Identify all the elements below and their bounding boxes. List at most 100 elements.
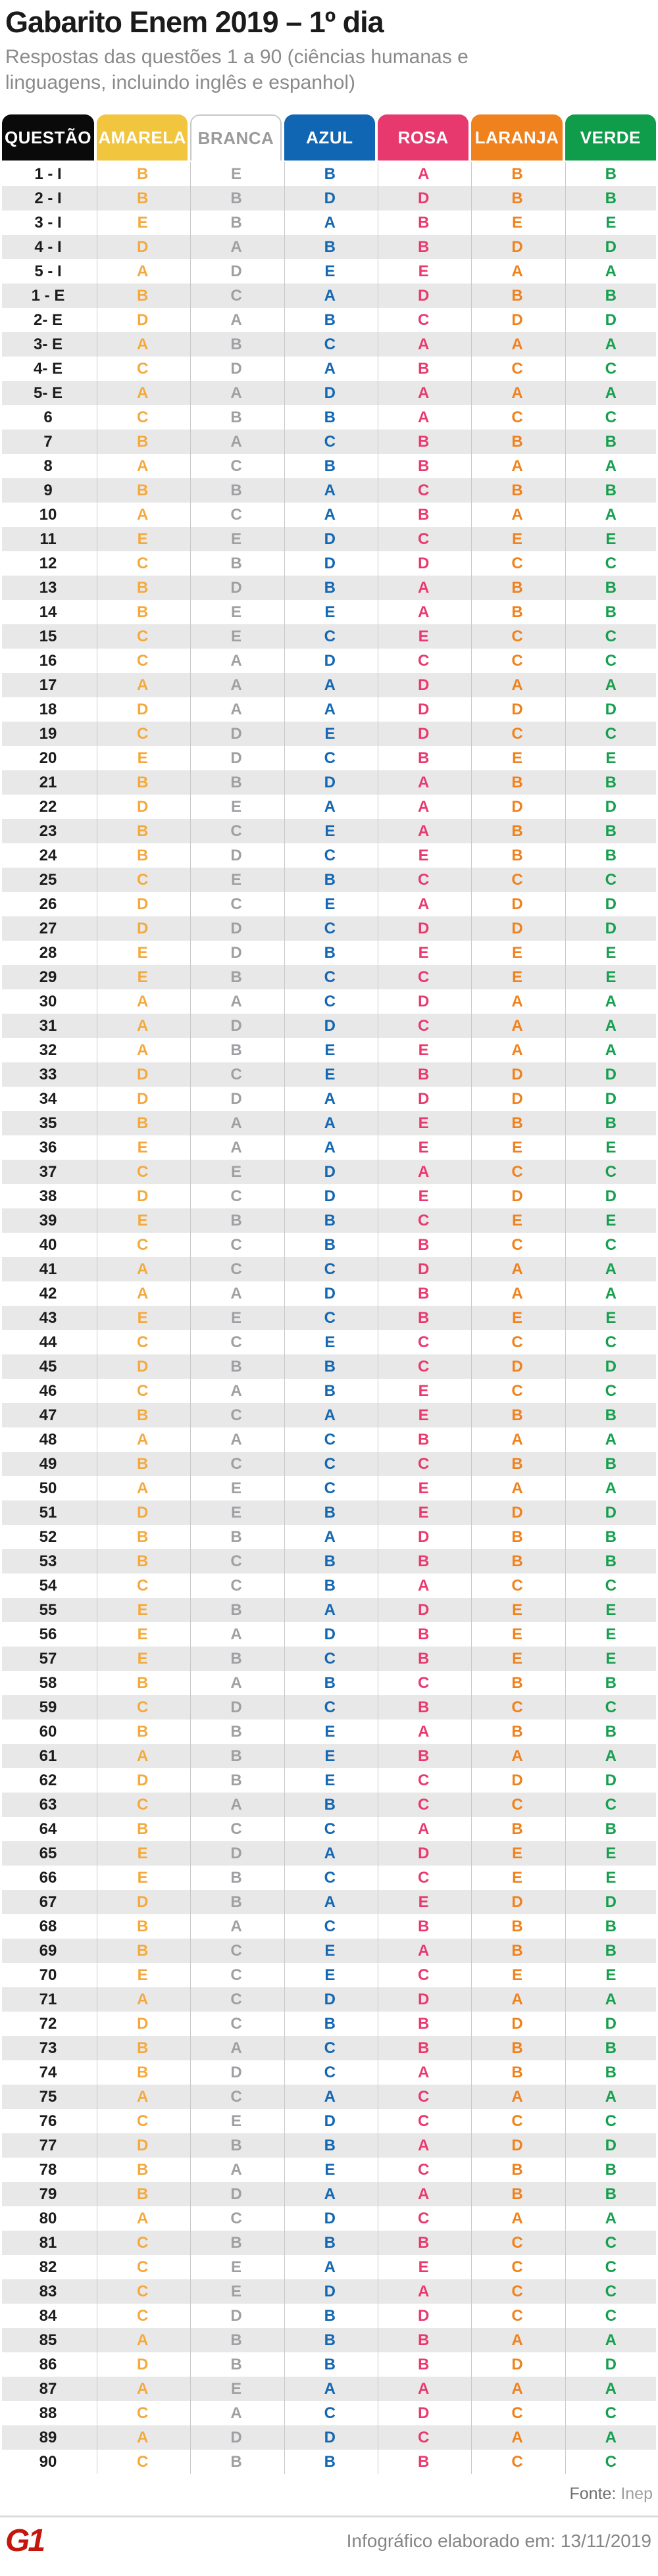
question-cell: 65 (39, 1844, 57, 1862)
answer-cell-azul: B (284, 1500, 375, 1525)
answer-cell-branca: C (190, 819, 281, 844)
question-cell: 46 (39, 1381, 57, 1400)
answer-cell-verde: E (565, 941, 656, 966)
answer-cell-verde: C (565, 1330, 656, 1355)
answer-cell-amarela: A (97, 2377, 188, 2402)
answer-cell-branca: A (190, 1622, 281, 1647)
question-cell: 4 - I (34, 237, 62, 256)
answer-cell-rosa: A (377, 600, 468, 625)
answer-cell-amarela: A (97, 673, 188, 698)
question-cell: 16 (39, 651, 57, 670)
table-row: 74 B D C A B B (2, 2060, 656, 2085)
answer-cell-verde: A (565, 1476, 656, 1501)
answer-cell-amarela: B (97, 576, 188, 601)
answer-cell-laranja: B (471, 819, 562, 844)
answer-cell-rosa: A (377, 1720, 468, 1745)
answer-cell-laranja: D (471, 235, 562, 260)
answer-cell-verde: E (565, 965, 656, 990)
answer-cell-azul: A (284, 284, 375, 309)
answer-cell-laranja: C (471, 357, 562, 382)
answer-cell-azul: B (284, 1233, 375, 1258)
table-row: 32 A B E E A A (2, 1038, 656, 1063)
answer-cell-rosa: B (377, 430, 468, 455)
answer-cell-laranja: B (471, 2036, 562, 2061)
answer-cell-branca: C (190, 1062, 281, 1087)
answer-cell-rosa: B (377, 1062, 468, 1087)
answer-cell-verde: D (565, 892, 656, 917)
answer-cell-azul: B (284, 576, 375, 601)
column-header-azul: AZUL (284, 114, 375, 161)
answer-cell-azul: B (284, 2304, 375, 2329)
answer-cell-branca: D (190, 746, 281, 771)
answer-cell-verde: E (565, 1135, 656, 1160)
table-row: 68 B A C B B B (2, 1914, 656, 1939)
answer-cell-laranja: A (471, 1038, 562, 1063)
answer-cell-branca: D (190, 843, 281, 868)
answer-cell-branca: E (190, 162, 281, 187)
answer-cell-amarela: A (97, 454, 188, 479)
answer-cell-rosa: B (377, 235, 468, 260)
answer-cell-verde: E (565, 1208, 656, 1233)
answer-cell-azul: B (284, 2328, 375, 2353)
answer-cell-azul: C (284, 624, 375, 649)
answer-cell-laranja: A (471, 1744, 562, 1769)
answer-cell-rosa: A (377, 1817, 468, 1842)
answer-cell-laranja: A (471, 1257, 562, 1282)
answer-cell-amarela: C (97, 1160, 188, 1185)
answer-cell-azul: A (284, 2182, 375, 2207)
question-cell: 78 (39, 2160, 57, 2179)
answer-cell-verde: A (565, 259, 656, 284)
answer-cell-verde: D (565, 1890, 656, 1915)
question-cell: 37 (39, 1162, 57, 1181)
answer-cell-rosa: C (377, 1671, 468, 1696)
answer-cell-laranja: E (471, 1622, 562, 1647)
answer-cell-azul: C (284, 916, 375, 941)
table-row: 40 C C B B C C (2, 1233, 656, 1258)
question-cell: 50 (39, 1479, 57, 1497)
answer-cell-laranja: D (471, 916, 562, 941)
table-row: 80 A C D C A A (2, 2206, 656, 2231)
answer-cell-rosa: C (377, 1793, 468, 1818)
answer-cell-verde: C (565, 551, 656, 576)
question-cell: 72 (39, 2014, 57, 2033)
answer-cell-verde: B (565, 1817, 656, 1842)
table-row: 17 A A A D A A (2, 673, 656, 698)
answer-cell-azul: E (284, 259, 375, 284)
answer-cell-laranja: D (471, 1500, 562, 1525)
answer-cell-amarela: B (97, 1403, 188, 1428)
answer-cell-azul: D (284, 1987, 375, 2012)
answer-cell-verde: D (565, 795, 656, 820)
answer-cell-branca: D (190, 576, 281, 601)
answer-cell-branca: A (190, 2158, 281, 2183)
question-cell: 74 (39, 2063, 57, 2081)
answer-cell-verde: B (565, 478, 656, 503)
answer-cell-rosa: E (377, 1379, 468, 1404)
answer-cell-azul: E (284, 892, 375, 917)
answer-cell-laranja: D (471, 1062, 562, 1087)
answer-cell-rosa: E (377, 1184, 468, 1209)
answer-cell-verde: B (565, 2158, 656, 2183)
table-row: 55 E B A D E E (2, 1598, 656, 1623)
answer-cell-verde: E (565, 746, 656, 771)
question-cell: 18 (39, 700, 57, 718)
source-note: Fonte: Inep (5, 2485, 653, 2504)
g1-logo: G1 (5, 2523, 45, 2559)
answer-cell-branca: E (190, 527, 281, 552)
answer-cell-azul: D (284, 1014, 375, 1039)
answer-cell-rosa: C (377, 2425, 468, 2450)
table-row: 44 C C E C C C (2, 1330, 656, 1355)
table-row: 24 B D C E B B (2, 843, 656, 868)
answer-cell-laranja: C (471, 405, 562, 430)
question-cell: 45 (39, 1357, 57, 1375)
answer-cell-rosa: B (377, 2231, 468, 2256)
answer-cell-amarela: B (97, 843, 188, 868)
answer-cell-rosa: C (377, 1014, 468, 1039)
question-cell: 2- E (33, 310, 63, 329)
answer-cell-azul: D (284, 649, 375, 674)
answer-cell-verde: A (565, 673, 656, 698)
answer-cell-verde: B (565, 2036, 656, 2061)
column-header-questao: QUESTÃO (2, 114, 94, 161)
answer-cell-laranja: C (471, 1330, 562, 1355)
question-cell: 75 (39, 2087, 57, 2106)
answer-cell-amarela: B (97, 1525, 188, 1550)
